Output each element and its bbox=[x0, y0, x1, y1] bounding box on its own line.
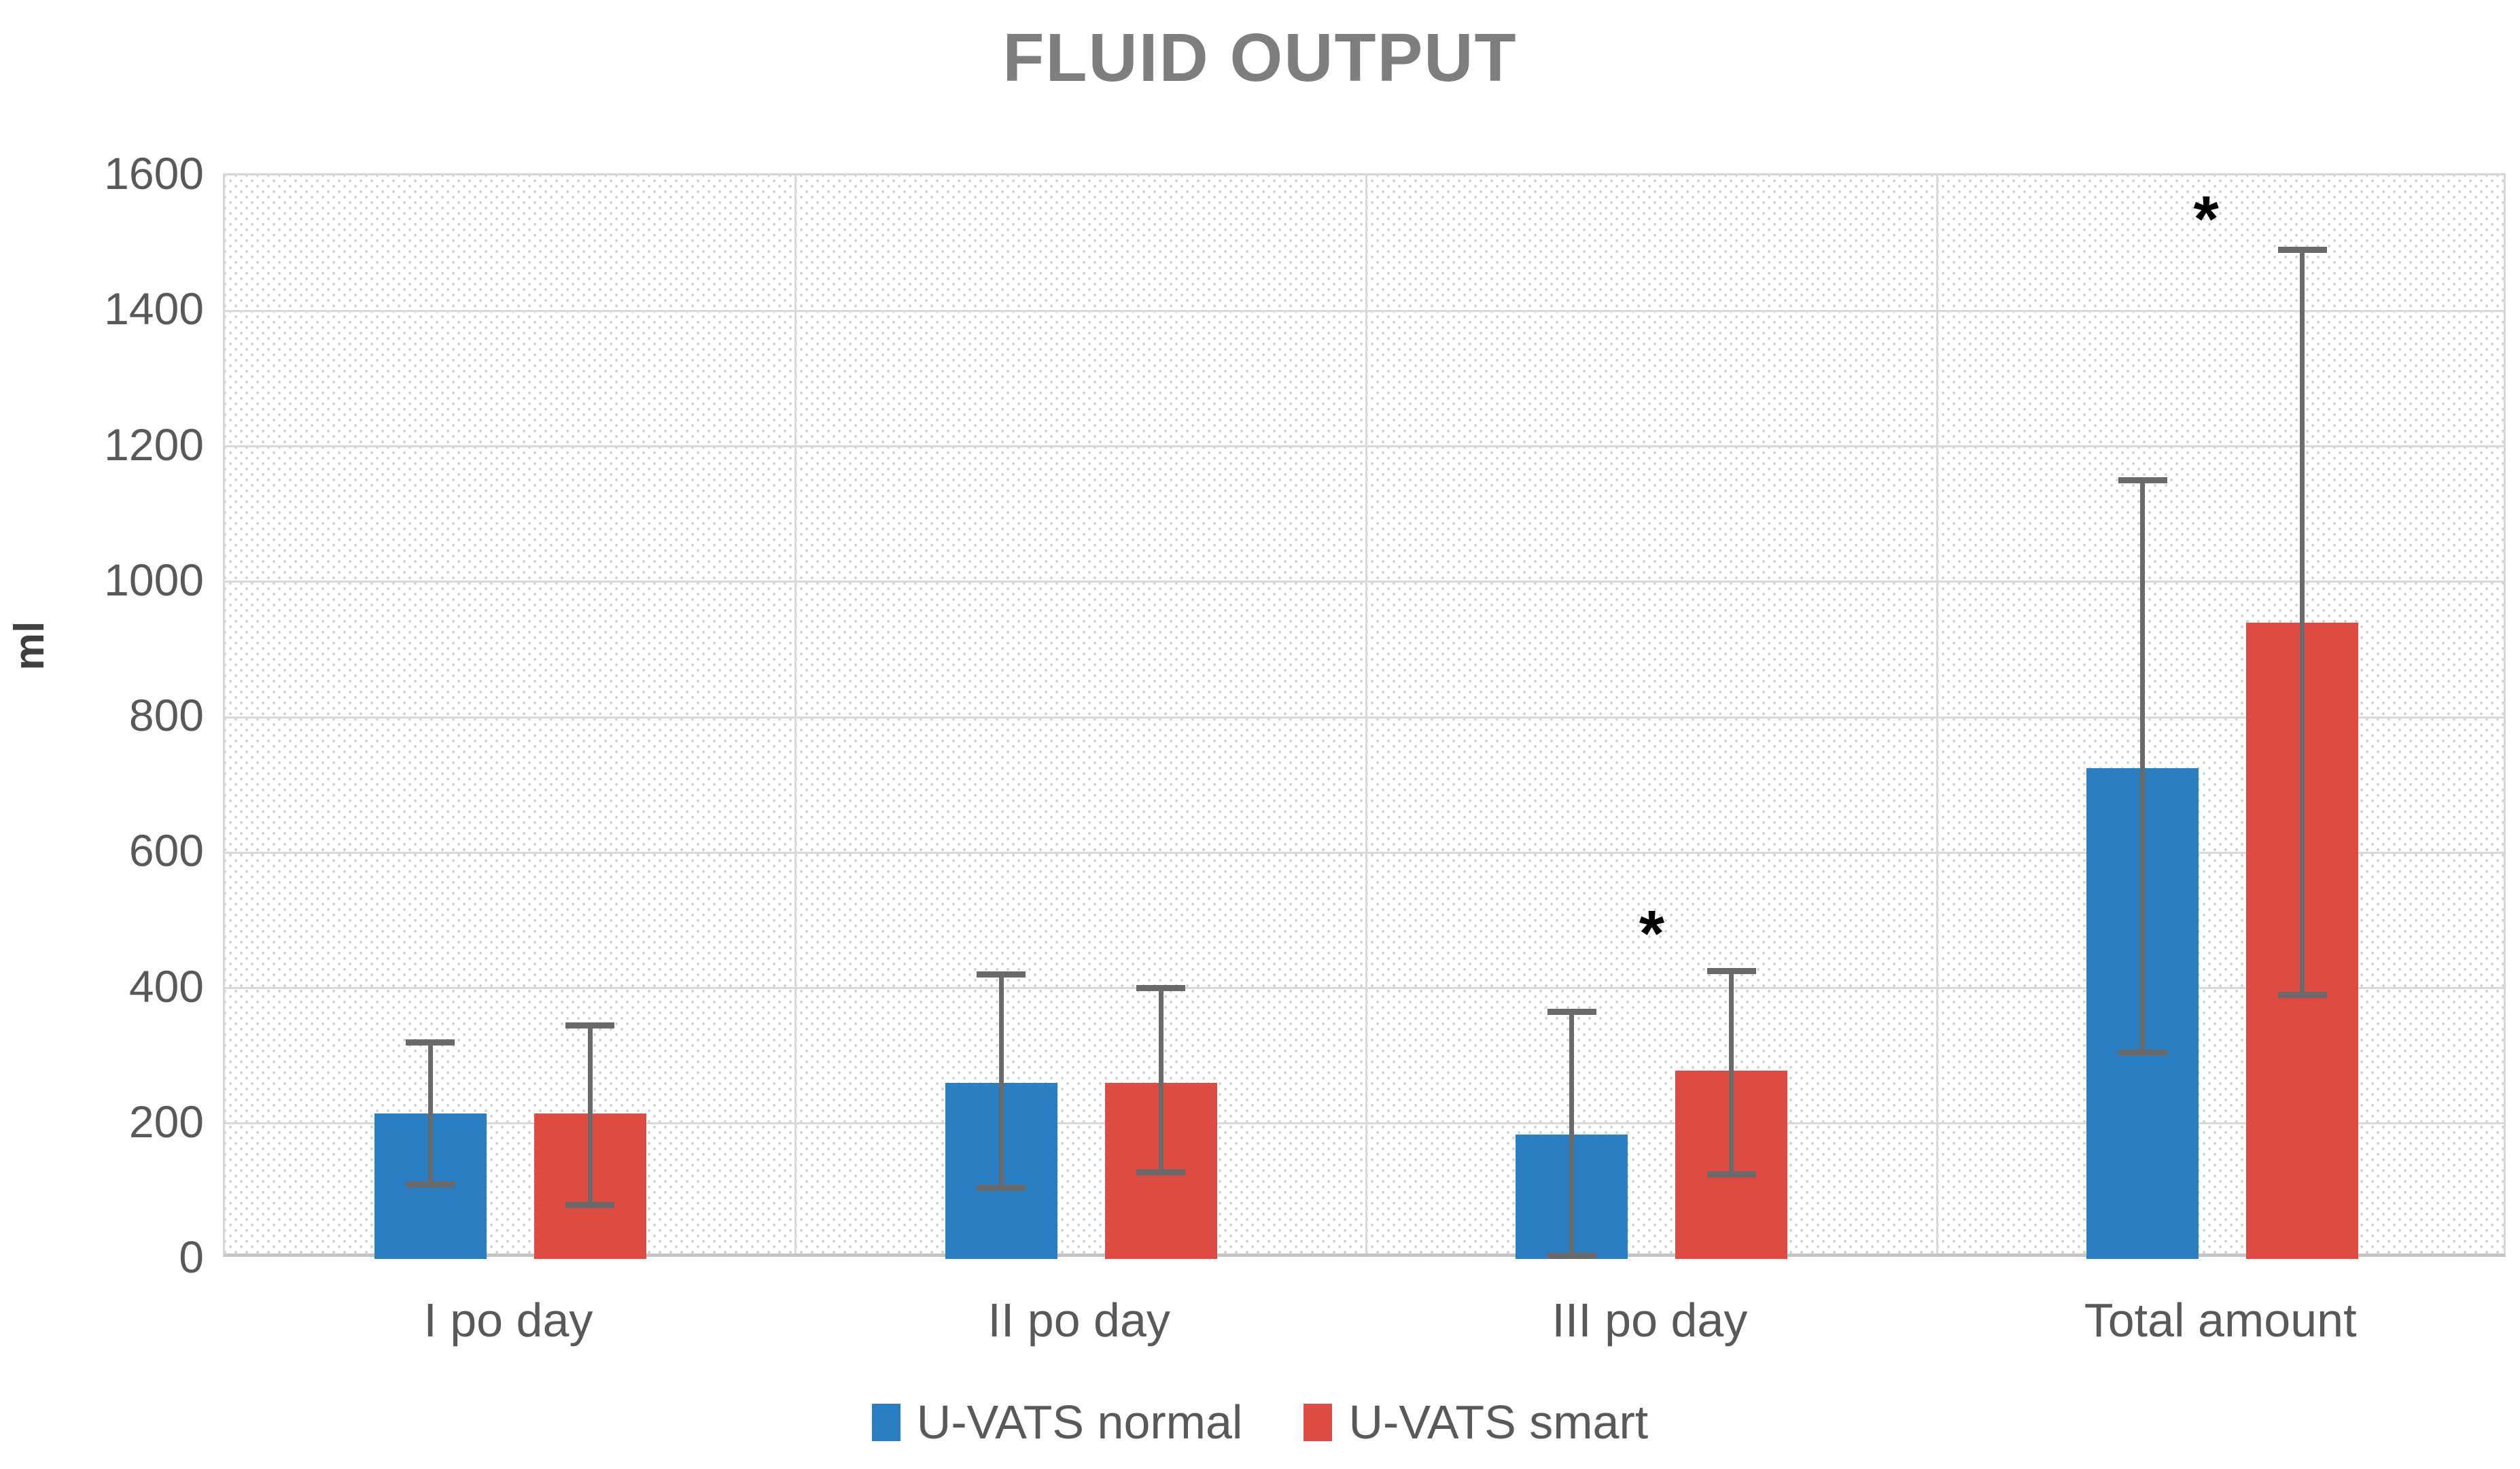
error-bar-cap-bottom bbox=[406, 1181, 455, 1188]
error-bar-whisker bbox=[998, 974, 1004, 1188]
chart-title: FLUID OUTPUT bbox=[1002, 20, 1518, 96]
y-tick-label: 1000 bbox=[104, 554, 204, 605]
error-bar-whisker bbox=[1158, 988, 1163, 1173]
error-bar-cap-bottom bbox=[565, 1201, 615, 1208]
error-bar-cap-top bbox=[2277, 247, 2327, 254]
legend: U-VATS normal U-VATS smart bbox=[0, 1395, 2520, 1449]
error-bar-cap-top bbox=[2118, 477, 2167, 483]
x-category-label: I po day bbox=[423, 1294, 593, 1347]
x-category-label: III po day bbox=[1552, 1294, 1748, 1347]
error-bar-cap-top bbox=[977, 971, 1026, 978]
legend-swatch bbox=[1303, 1403, 1333, 1441]
error-bar-whisker bbox=[2140, 480, 2146, 1053]
gridline-vertical bbox=[794, 175, 797, 1254]
error-bar-cap-bottom bbox=[1707, 1171, 1756, 1177]
error-bar-whisker bbox=[2300, 249, 2305, 995]
error-bar-whisker bbox=[427, 1042, 433, 1185]
error-bar-whisker bbox=[587, 1025, 593, 1205]
gridline-vertical bbox=[1365, 175, 1367, 1254]
gridline-horizontal bbox=[225, 309, 2504, 312]
legend-item: U-VATS normal bbox=[871, 1395, 1243, 1449]
error-bar-cap-bottom bbox=[2118, 1049, 2167, 1056]
y-tick-label: 1600 bbox=[104, 148, 204, 198]
gridline-horizontal bbox=[225, 851, 2504, 854]
significance-asterisk: * bbox=[1639, 897, 1665, 970]
y-tick-label: 600 bbox=[128, 825, 204, 876]
gridline-horizontal bbox=[225, 445, 2504, 447]
gridline-horizontal bbox=[225, 987, 2504, 989]
gridline-horizontal bbox=[225, 581, 2504, 583]
plot-area: * * bbox=[223, 173, 2506, 1259]
y-tick-label: 0 bbox=[179, 1232, 204, 1282]
x-category-label: II po day bbox=[987, 1294, 1170, 1347]
error-bar-whisker bbox=[1569, 1012, 1575, 1256]
y-tick-label: 800 bbox=[128, 690, 204, 740]
y-tick-label: 400 bbox=[128, 961, 204, 1012]
error-bar-cap-bottom bbox=[2277, 991, 2327, 998]
error-bar-cap-top bbox=[406, 1039, 455, 1045]
significance-asterisk: * bbox=[2193, 182, 2219, 256]
gridline-vertical bbox=[1936, 175, 1938, 1254]
legend-label: U-VATS normal bbox=[916, 1396, 1243, 1449]
error-bar-cap-top bbox=[1547, 1008, 1596, 1015]
x-category-label: Total amount bbox=[2084, 1294, 2357, 1347]
gridline-horizontal bbox=[225, 716, 2504, 719]
y-tick-label: 1200 bbox=[104, 419, 204, 470]
gridline-horizontal bbox=[225, 1122, 2504, 1125]
legend-item: U-VATS smart bbox=[1303, 1395, 1648, 1449]
legend-label: U-VATS smart bbox=[1348, 1396, 1649, 1449]
y-tick-label: 200 bbox=[128, 1096, 204, 1147]
error-bar-cap-top bbox=[1136, 985, 1186, 991]
y-tick-label: 1400 bbox=[104, 283, 204, 334]
error-bar-cap-bottom bbox=[1136, 1169, 1186, 1175]
error-bar-cap-top bbox=[565, 1022, 615, 1029]
error-bar-cap-top bbox=[1707, 968, 1756, 975]
error-bar-cap-bottom bbox=[1547, 1252, 1596, 1259]
y-axis-label: ml bbox=[5, 621, 53, 671]
error-bar-whisker bbox=[1729, 971, 1734, 1175]
error-bar-cap-bottom bbox=[977, 1184, 1026, 1191]
legend-swatch bbox=[871, 1403, 900, 1441]
